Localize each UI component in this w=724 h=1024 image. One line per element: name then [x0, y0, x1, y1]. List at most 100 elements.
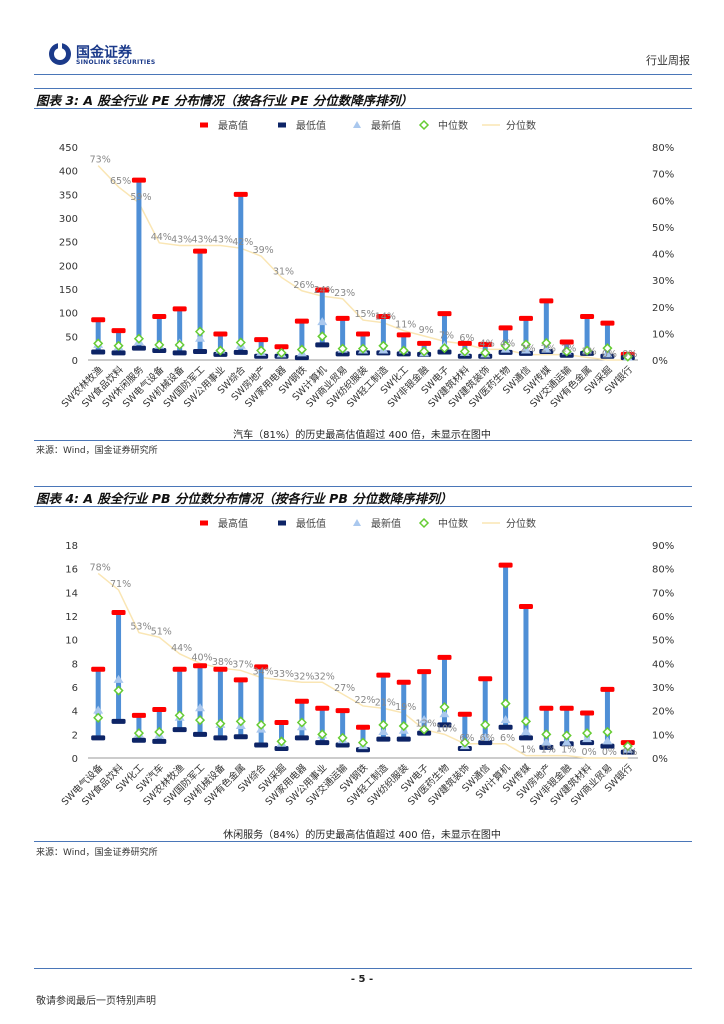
- fig3-pct-label: 4%: [480, 338, 495, 349]
- fig4-y-tick: 18: [65, 541, 78, 552]
- fig3-y-tick: 450: [59, 143, 78, 154]
- fig4-max-mark: [356, 724, 370, 730]
- fig3-median-mark: [561, 346, 572, 357]
- fig4-min-mark: [518, 735, 533, 741]
- fig3-y2-tick: 20%: [652, 303, 674, 314]
- fig4-median-mark: [602, 726, 613, 738]
- fig3-legend-median-swatch: [418, 119, 430, 131]
- fig3-y2-tick: 60%: [652, 196, 674, 207]
- fig3-max-mark: [91, 317, 106, 323]
- fig4-range-bar: [401, 682, 407, 740]
- fig3-median-mark: [378, 340, 389, 351]
- fig3-min-mark: [315, 342, 330, 348]
- fig4-latest-mark: [439, 709, 450, 718]
- fig3-max-mark: [335, 315, 350, 321]
- fig4-min-mark: [254, 742, 269, 748]
- fig3-latest-mark: [317, 317, 328, 326]
- fig4-median-mark: [256, 719, 267, 730]
- fig4-median-mark: [541, 729, 552, 740]
- fig3-pct-label: 43%: [171, 235, 192, 246]
- fig3-median-mark: [357, 343, 369, 354]
- fig4-range-bar: [197, 665, 203, 735]
- fig4-legend-max-label: 最高值: [218, 517, 248, 530]
- fig4-median-mark: [215, 718, 226, 729]
- fig3-median-mark: [93, 338, 104, 349]
- fig3-pct-label: 1%: [582, 346, 597, 357]
- fig4-pct-label: 33%: [273, 669, 294, 680]
- fig4-max-mark: [376, 672, 391, 678]
- fig4-max-mark: [111, 609, 126, 615]
- fig4-max-mark: [233, 677, 248, 683]
- fig3-latest-mark: [602, 349, 613, 358]
- fig3-median-mark: [215, 345, 226, 356]
- fig3-pct-label: 43%: [212, 235, 233, 246]
- fig3-y2-tick: 70%: [652, 170, 674, 181]
- fig4-min-mark: [498, 724, 513, 730]
- fig4-latest-mark: [541, 737, 552, 746]
- fig4-max-mark: [274, 720, 289, 725]
- fig4-max-mark: [600, 686, 615, 692]
- fig4-y-tick: 16: [65, 565, 78, 576]
- fig3-range-bar: [238, 194, 244, 353]
- fig4-median-mark: [439, 702, 450, 713]
- fig4-min-mark: [539, 744, 554, 750]
- fig3-range-bar: [360, 333, 366, 353]
- fig4-median-mark: [378, 719, 389, 730]
- fig3-pct-label: 2%: [541, 344, 556, 355]
- fig4-pct-label: 37%: [232, 659, 253, 670]
- fig4-y-tick: 0: [72, 754, 78, 765]
- fig4-range-bar: [279, 722, 285, 749]
- fig3-max-mark: [437, 311, 452, 317]
- fig3-range-bar: [503, 327, 509, 353]
- fig3-max-mark: [315, 287, 330, 293]
- fig3-max-mark: [478, 341, 493, 347]
- fig4-min-mark: [213, 735, 228, 741]
- fig3-range-bar: [401, 334, 407, 354]
- fig4-range-bar: [258, 666, 264, 745]
- fig4-range-bar: [319, 708, 325, 743]
- fig4-min-mark: [131, 737, 146, 743]
- fig3-y-tick: 300: [59, 214, 78, 225]
- fig4-median-mark: [520, 716, 532, 727]
- fig4-pct-label: 0%: [582, 747, 597, 758]
- fig3-min-mark: [172, 350, 187, 356]
- fig3-y2-tick: 80%: [652, 143, 674, 154]
- fig4-max-mark: [518, 604, 533, 610]
- fig4-y-tick: 8: [72, 659, 78, 670]
- fig4-range-bar: [462, 714, 468, 749]
- fig3-max-mark: [417, 340, 432, 346]
- fig4-median-mark: [419, 724, 430, 735]
- fig3-pct-label: 0%: [622, 349, 637, 360]
- fig4-range-bar: [564, 708, 570, 744]
- fig3-max-mark: [498, 325, 513, 331]
- fig4-legend-median-label: 中位数: [438, 517, 468, 530]
- fig4-y2-tick: 30%: [652, 683, 674, 694]
- fig4-median-mark: [276, 736, 287, 747]
- figure4-note: 休闲服务（84%）的历史最高估值超过 400 倍，未显示在图中: [223, 830, 501, 841]
- fig4-max-mark: [91, 666, 106, 672]
- fig3-median-mark: [419, 346, 430, 357]
- fig4-median-mark: [174, 710, 185, 721]
- fig4-range-bar: [421, 671, 427, 734]
- fig4-legend-min-label: 最低值: [296, 517, 326, 530]
- fig4-bottom-rule: [34, 841, 692, 842]
- fig4-range-bar: [177, 669, 183, 730]
- fig4-max-mark: [539, 705, 554, 711]
- fig3-median-mark: [235, 337, 246, 348]
- fig4-y2-tick: 50%: [652, 636, 674, 647]
- fig3-range-bar: [340, 318, 346, 354]
- fig3-median-mark: [133, 333, 144, 344]
- fig3-range-bar: [95, 319, 101, 352]
- fig4-pct-label: 71%: [110, 579, 131, 590]
- fig3-range-bar: [523, 318, 529, 354]
- sinolink-logo-icon: [49, 42, 71, 65]
- fig3-range-bar: [136, 180, 142, 349]
- fig4-median-mark: [317, 729, 328, 740]
- fig4-y2-tick: 10%: [652, 730, 674, 741]
- fig3-max-mark: [294, 318, 309, 324]
- fig3-max-mark: [131, 177, 146, 183]
- fig4-median-mark: [133, 728, 144, 739]
- fig4-max-mark: [335, 708, 350, 714]
- fig4-legend-pct-label: 分位数: [506, 517, 536, 530]
- fig4-y2-tick: 90%: [652, 541, 674, 552]
